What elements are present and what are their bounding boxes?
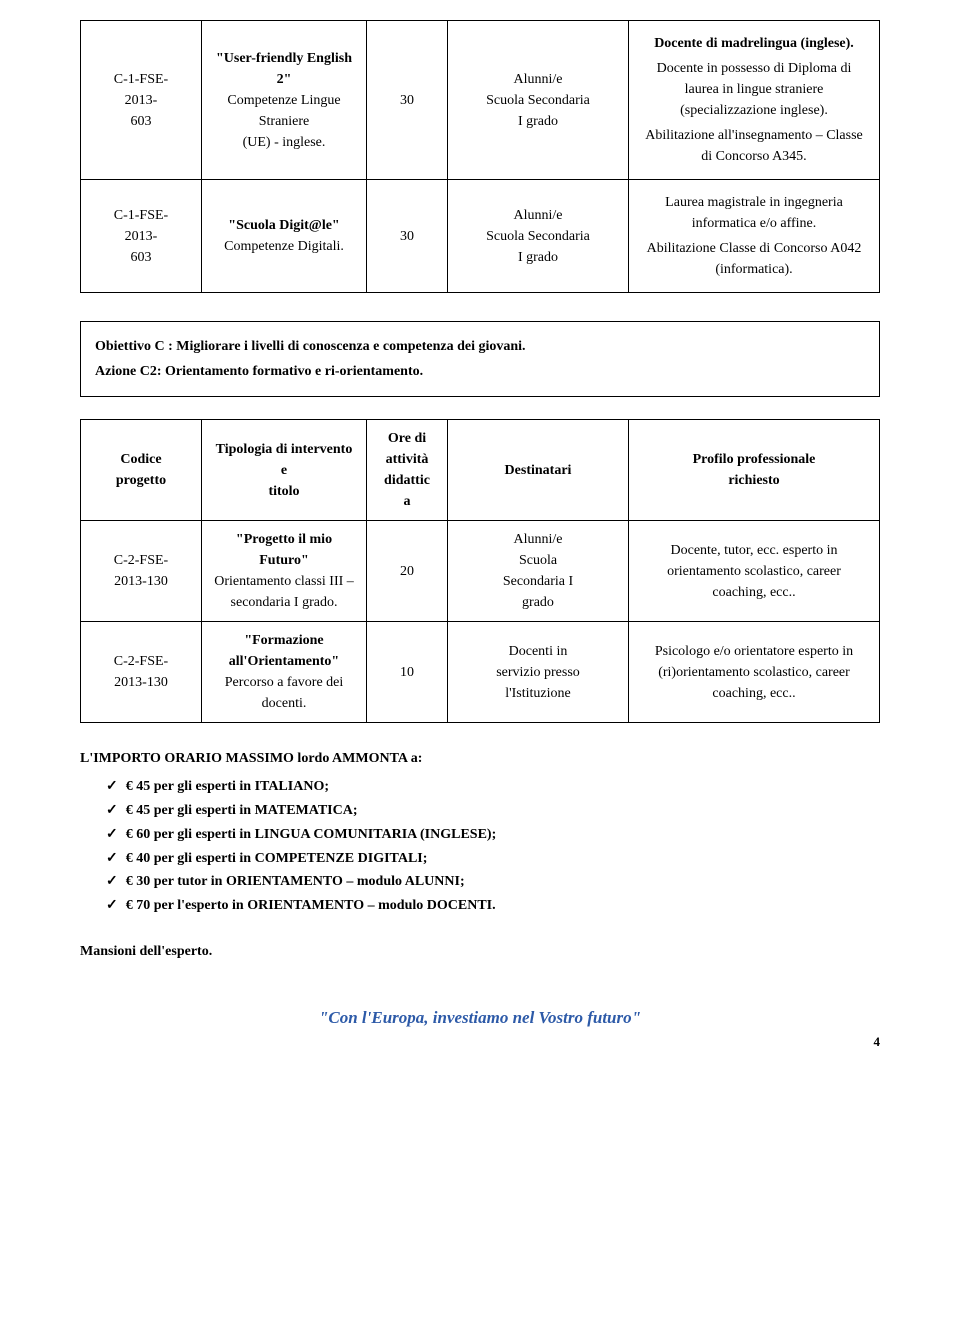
importo-list: € 45 per gli esperti in ITALIANO;€ 45 pe…: [80, 775, 880, 918]
profilo-line: Abilitazione all'insegnamento – Classe d…: [639, 125, 869, 167]
importo-item: € 30 per tutor in ORIENTAMENTO – modulo …: [106, 870, 880, 894]
th-text: progetto: [91, 470, 191, 491]
dest-line: grado: [458, 592, 618, 613]
cell-profilo: Docente di madrelingua (inglese). Docente…: [629, 21, 880, 180]
dest-line: Docenti in: [458, 641, 618, 662]
importo-item: € 45 per gli esperti in ITALIANO;: [106, 775, 880, 799]
th-text: a: [377, 491, 437, 512]
section-header-line2: Azione C2: Orientamento formativo e ri-o…: [95, 359, 865, 384]
importo-heading: L'IMPORTO ORARIO MASSIMO lordo AMMONTA a…: [80, 747, 880, 771]
title-sub: (UE) - inglese.: [212, 132, 356, 153]
title-sub: Competenze Digitali.: [212, 236, 356, 257]
cell-dest: Alunni/eScuolaSecondaria Igrado: [448, 521, 629, 622]
cell-dest: Alunni/eScuola SecondariaI grado: [448, 21, 629, 180]
importo-block: L'IMPORTO ORARIO MASSIMO lordo AMMONTA a…: [80, 747, 880, 918]
importo-item: € 60 per gli esperti in LINGUA COMUNITAR…: [106, 823, 880, 847]
dest-line: Scuola: [458, 550, 618, 571]
th-tipologia: Tipologia di intervento e titolo: [202, 420, 367, 521]
code-line: 2013-: [91, 226, 191, 247]
cell-title: "Formazione all'Orientamento"Percorso a …: [202, 622, 367, 723]
section-header-line1: Obiettivo C : Migliorare i livelli di co…: [95, 334, 865, 359]
th-text: titolo: [212, 481, 356, 502]
cell-code: C-2-FSE-2013-130: [81, 622, 202, 723]
th-text: Codice: [91, 449, 191, 470]
dest-line: Alunni/e: [458, 529, 618, 550]
table-row: C-1-FSE-2013-603"User-friendly English 2…: [81, 21, 880, 180]
dest-line: Scuola Secondaria: [458, 90, 618, 111]
th-text: didattic: [377, 470, 437, 491]
th-codice: Codice progetto: [81, 420, 202, 521]
title-sub: Competenze Lingue Straniere: [212, 90, 356, 132]
cell-profilo: Psicologo e/o orientatore esperto in (ri…: [629, 622, 880, 723]
dest-line: l'Istituzione: [458, 683, 618, 704]
code-line: 2013-: [91, 90, 191, 111]
dest-line: Scuola Secondaria: [458, 226, 618, 247]
code-line: 2013-130: [91, 672, 191, 693]
th-text: Ore di: [377, 428, 437, 449]
title-strong: "Progetto il mio Futuro": [212, 529, 356, 571]
page-number: 4: [80, 1034, 880, 1050]
cell-title: "Scuola Digit@le"Competenze Digitali.: [202, 180, 367, 293]
dest-line: Alunni/e: [458, 69, 618, 90]
cell-title: "User-friendly English 2"Competenze Ling…: [202, 21, 367, 180]
th-text: attività: [377, 449, 437, 470]
title-sub: Percorso a favore dei docenti.: [212, 672, 356, 714]
profilo-line: Docente di madrelingua (inglese).: [639, 33, 869, 54]
th-profilo: Profilo professionale richiesto: [629, 420, 880, 521]
cell-dest: Docenti inservizio pressol'Istituzione: [448, 622, 629, 723]
importo-item: € 70 per l'esperto in ORIENTAMENTO – mod…: [106, 894, 880, 918]
th-ore: Ore di attività didattic a: [367, 420, 448, 521]
section-header: Obiettivo C : Migliorare i livelli di co…: [80, 321, 880, 397]
footer-slogan: "Con l'Europa, investiamo nel Vostro fut…: [80, 1008, 880, 1028]
table-2-header-row: Codice progetto Tipologia di intervento …: [81, 420, 880, 521]
profilo-line: Abilitazione Classe di Concorso A042 (in…: [639, 238, 869, 280]
importo-item: € 45 per gli esperti in MATEMATICA;: [106, 799, 880, 823]
th-text: richiesto: [639, 470, 869, 491]
mansioni-heading: Mansioni dell'esperto.: [80, 944, 880, 960]
profilo-line: Docente in possesso di Diploma di laurea…: [639, 58, 869, 121]
title-strong: "Formazione all'Orientamento": [212, 630, 356, 672]
th-text: Tipologia di intervento e: [212, 439, 356, 481]
cell-code: C-1-FSE-2013-603: [81, 21, 202, 180]
title-strong: "Scuola Digit@le": [212, 215, 356, 236]
dest-line: servizio presso: [458, 662, 618, 683]
table-row: C-2-FSE-2013-130"Formazione all'Orientam…: [81, 622, 880, 723]
dest-line: I grado: [458, 111, 618, 132]
table-row: C-1-FSE-2013-603"Scuola Digit@le"Compete…: [81, 180, 880, 293]
cell-profilo: Laurea magistrale in ingegneria informat…: [629, 180, 880, 293]
title-sub: secondaria I grado.: [212, 592, 356, 613]
profilo-line: Laurea magistrale in ingegneria informat…: [639, 192, 869, 234]
cell-ore: 30: [367, 180, 448, 293]
cell-title: "Progetto il mio Futuro"Orientamento cla…: [202, 521, 367, 622]
dest-line: I grado: [458, 247, 618, 268]
dest-line: Alunni/e: [458, 205, 618, 226]
title-strong: "User-friendly English 2": [212, 48, 356, 90]
cell-code: C-1-FSE-2013-603: [81, 180, 202, 293]
code-line: C-2-FSE-: [91, 550, 191, 571]
cell-profilo: Docente, tutor, ecc. esperto in orientam…: [629, 521, 880, 622]
code-line: 603: [91, 111, 191, 132]
cell-dest: Alunni/eScuola SecondariaI grado: [448, 180, 629, 293]
code-line: C-1-FSE-: [91, 69, 191, 90]
code-line: 2013-130: [91, 571, 191, 592]
table-2: Codice progetto Tipologia di intervento …: [80, 419, 880, 723]
cell-ore: 20: [367, 521, 448, 622]
code-line: C-2-FSE-: [91, 651, 191, 672]
code-line: 603: [91, 247, 191, 268]
table-row: C-2-FSE-2013-130"Progetto il mio Futuro"…: [81, 521, 880, 622]
table-1: C-1-FSE-2013-603"User-friendly English 2…: [80, 20, 880, 293]
cell-ore: 30: [367, 21, 448, 180]
cell-ore: 10: [367, 622, 448, 723]
importo-item: € 40 per gli esperti in COMPETENZE DIGIT…: [106, 847, 880, 871]
cell-code: C-2-FSE-2013-130: [81, 521, 202, 622]
page-container: C-1-FSE-2013-603"User-friendly English 2…: [40, 0, 920, 1090]
title-sub: Orientamento classi III –: [212, 571, 356, 592]
code-line: C-1-FSE-: [91, 205, 191, 226]
th-text: Profilo professionale: [639, 449, 869, 470]
th-destinatari: Destinatari: [448, 420, 629, 521]
dest-line: Secondaria I: [458, 571, 618, 592]
